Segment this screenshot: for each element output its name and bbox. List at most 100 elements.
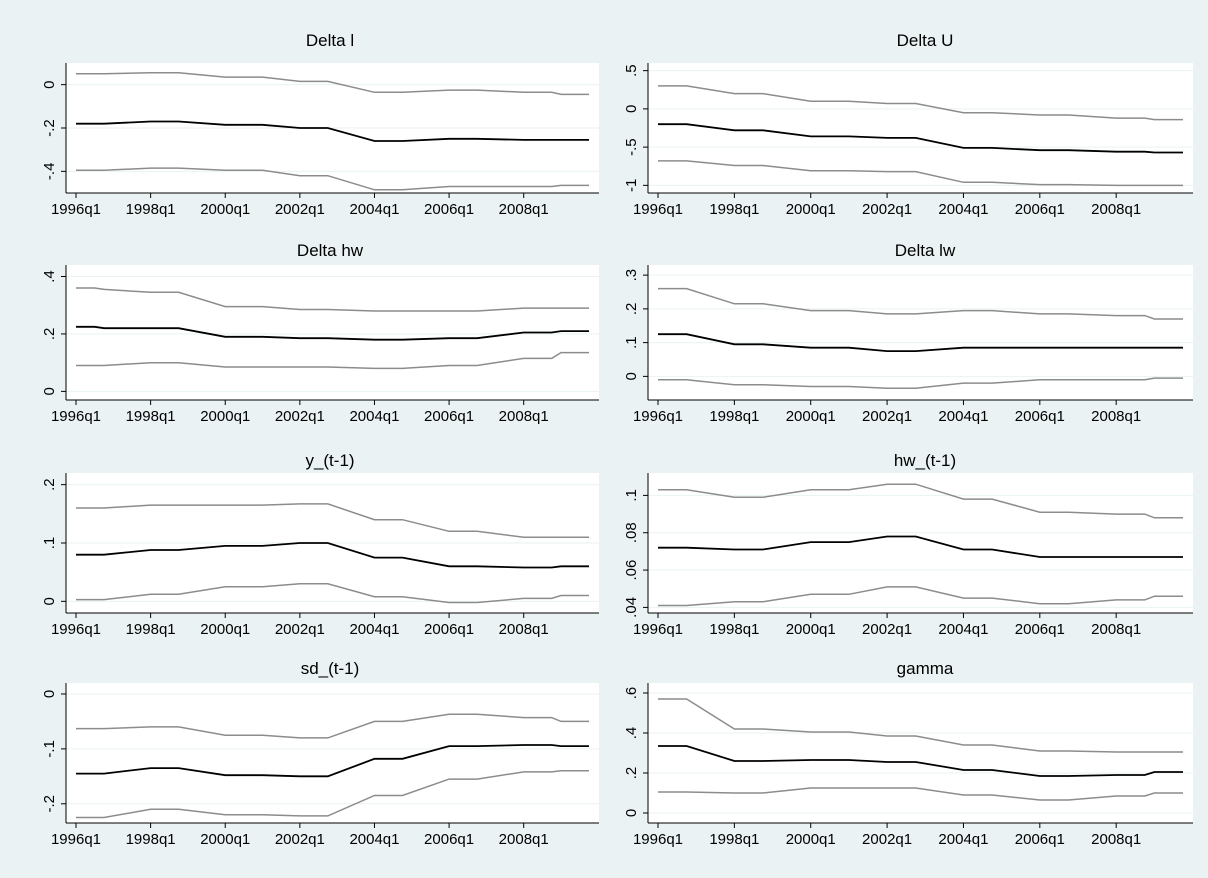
x-tick-label: 1996q1 <box>51 621 101 638</box>
x-tick-label: 1998q1 <box>126 201 176 218</box>
series-lower-line <box>658 160 1183 187</box>
x-tick-label: 2002q1 <box>275 408 325 425</box>
x-tick-label: 2004q1 <box>349 621 399 638</box>
series-estimate-line <box>76 542 589 569</box>
series-upper-line <box>76 287 589 312</box>
panel-2: .5 0 -.5 -1 1996q1 1998q1 2000q1 2002q1 2004q1 20… <box>623 31 1193 218</box>
x-tick-label: 2002q1 <box>862 201 912 218</box>
y-tick-label: .08 <box>623 522 640 543</box>
x-tick-label: 1996q1 <box>633 408 683 425</box>
x-tick-label: 1998q1 <box>126 408 176 425</box>
y-tick-label: 0 <box>623 809 640 817</box>
series-lower-line <box>76 770 589 819</box>
panel-title: y_(t-1) <box>305 451 354 470</box>
x-tick-label: 2000q1 <box>786 831 836 848</box>
panel-4: .3 .2 .1 0 1996q1 1998q1 2000q1 2002q1 2004q1 200… <box>623 241 1193 425</box>
panel-title: Delta U <box>897 31 954 50</box>
x-tick-label: 2004q1 <box>938 201 988 218</box>
x-tick-label: 2000q1 <box>786 621 836 638</box>
series-upper-line <box>76 72 589 96</box>
y-tick-label: .04 <box>623 597 640 618</box>
y-tick-label: .2 <box>41 328 58 341</box>
panel-title: Delta lw <box>895 241 956 260</box>
x-tick-label: 2002q1 <box>862 621 912 638</box>
x-tick-label: 1998q1 <box>126 831 176 848</box>
plot-area <box>648 63 1193 193</box>
x-tick-label: 1996q1 <box>51 408 101 425</box>
y-tick-label: 0 <box>41 690 58 698</box>
y-tick-label: -.4 <box>41 163 58 181</box>
series-upper-line <box>658 483 1183 519</box>
x-tick-label: 1996q1 <box>51 201 101 218</box>
x-tick-label: 2004q1 <box>349 408 399 425</box>
y-tick-label: -1 <box>623 179 640 192</box>
y-tick-label: .1 <box>623 336 640 349</box>
series-lower-line <box>658 377 1183 389</box>
panel-title: Delta hw <box>297 241 364 260</box>
panel-title: sd_(t-1) <box>301 659 360 678</box>
y-tick-label: 0 <box>41 597 58 605</box>
x-tick-label: 2008q1 <box>499 201 549 218</box>
series-lower-line <box>76 351 589 370</box>
y-tick-label: 0 <box>623 372 640 380</box>
plot-area <box>66 683 599 823</box>
x-tick-label: 1998q1 <box>126 621 176 638</box>
plot-area <box>648 683 1193 823</box>
panel-3: .4 .2 0 1996q1 1998q1 2000q1 2002q1 2004q1 2006q… <box>41 241 599 425</box>
series-upper-line <box>658 698 1183 753</box>
series-estimate-line <box>658 123 1183 154</box>
series-upper-line <box>76 503 589 538</box>
x-tick-label: 2004q1 <box>938 408 988 425</box>
series-estimate-line <box>76 120 589 142</box>
y-tick-label: .1 <box>623 489 640 502</box>
x-tick-label: 2002q1 <box>275 201 325 218</box>
y-tick-label: .6 <box>623 687 640 700</box>
y-tick-label: -.1 <box>41 740 58 758</box>
plot-area <box>648 265 1193 400</box>
x-tick-label: 2004q1 <box>349 201 399 218</box>
plot-area <box>648 473 1193 613</box>
series-estimate-line <box>658 333 1183 352</box>
x-tick-label: 2002q1 <box>275 831 325 848</box>
x-tick-label: 1998q1 <box>709 201 759 218</box>
y-tick-label: 0 <box>623 105 640 113</box>
y-tick-label: 0 <box>41 80 58 88</box>
panel-title: Delta l <box>306 31 354 50</box>
x-tick-label: 1996q1 <box>633 831 683 848</box>
x-tick-label: 2002q1 <box>862 408 912 425</box>
x-tick-label: 2000q1 <box>786 408 836 425</box>
x-tick-label: 2000q1 <box>200 831 250 848</box>
series-estimate-line <box>658 535 1183 558</box>
series-upper-line <box>76 713 589 739</box>
series-estimate-line <box>658 745 1183 777</box>
series-lower-line <box>658 787 1183 801</box>
y-tick-label: .4 <box>41 270 58 283</box>
series-upper-line <box>658 85 1183 121</box>
x-tick-label: 1996q1 <box>51 831 101 848</box>
y-tick-label: -.2 <box>41 119 58 137</box>
y-tick-label: .1 <box>41 537 58 550</box>
x-tick-label: 2008q1 <box>1091 201 1141 218</box>
series-lower-line <box>76 583 589 604</box>
panel-8: .6 .4 .2 0 1996q1 1998q1 2000q1 2002q1 2004q1 200… <box>623 659 1193 848</box>
x-tick-label: 2006q1 <box>1015 831 1065 848</box>
y-tick-label: .2 <box>41 478 58 491</box>
x-tick-label: 2006q1 <box>424 201 474 218</box>
y-tick-label: .06 <box>623 560 640 581</box>
y-tick-label: .5 <box>623 64 640 77</box>
y-tick-label: -.5 <box>623 138 640 156</box>
x-tick-label: 2006q1 <box>1015 408 1065 425</box>
panel-title: gamma <box>897 659 954 678</box>
x-tick-label: 2008q1 <box>1091 831 1141 848</box>
x-tick-label: 1998q1 <box>709 621 759 638</box>
x-tick-label: 2008q1 <box>499 408 549 425</box>
x-tick-label: 1998q1 <box>709 408 759 425</box>
series-lower-line <box>76 167 589 191</box>
plot-area <box>66 265 599 400</box>
x-tick-label: 2002q1 <box>862 831 912 848</box>
x-tick-label: 2006q1 <box>1015 621 1065 638</box>
panel-6: .1 .08 .06 .04 1996q1 1998q1 2000q1 2002q1 2004q… <box>623 451 1193 638</box>
x-tick-label: 1996q1 <box>633 621 683 638</box>
